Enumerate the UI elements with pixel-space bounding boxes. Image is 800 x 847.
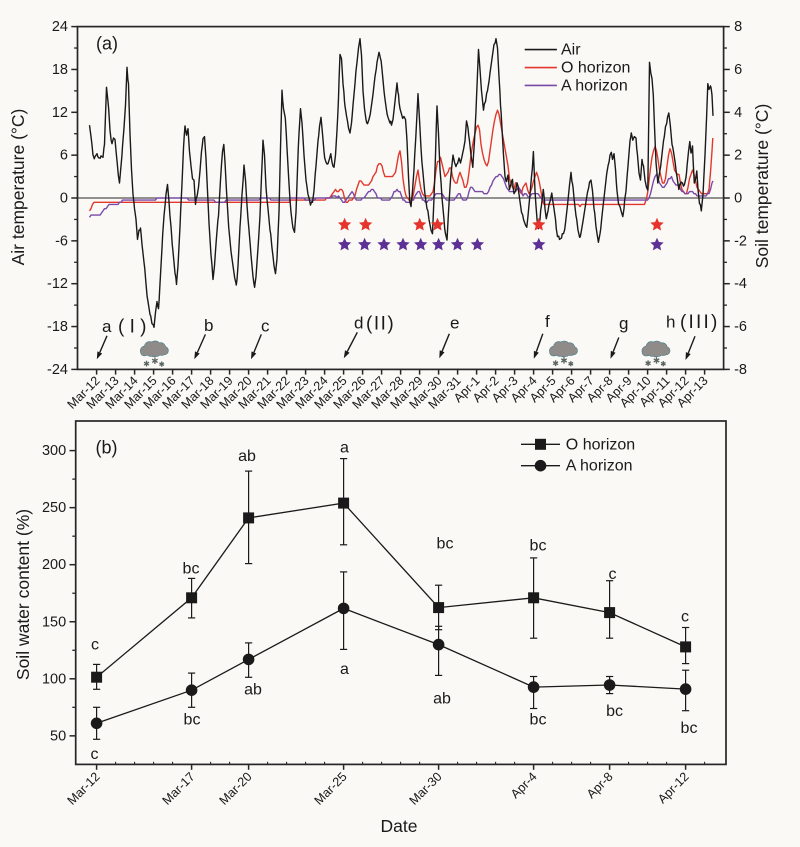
svg-text:g: g	[619, 314, 628, 333]
svg-text:f: f	[545, 312, 550, 331]
svg-text:250: 250	[42, 500, 66, 516]
svg-text:-2: -2	[734, 233, 747, 249]
svg-text:-6: -6	[55, 233, 68, 249]
svg-text:-4: -4	[734, 276, 747, 292]
svg-text:300: 300	[42, 443, 66, 459]
svg-text:-18: -18	[47, 319, 68, 335]
svg-text:100: 100	[42, 671, 66, 687]
svg-text:Date: Date	[381, 816, 418, 836]
svg-text:a: a	[102, 317, 112, 336]
svg-text:O horizon: O horizon	[566, 436, 635, 453]
svg-text:-12: -12	[47, 276, 68, 292]
svg-text:h: h	[666, 313, 675, 332]
svg-text:(a): (a)	[96, 34, 118, 54]
svg-text:( I ): ( I )	[118, 317, 147, 338]
svg-text:Air: Air	[561, 42, 581, 59]
svg-text:bc: bc	[606, 703, 623, 720]
svg-text:8: 8	[734, 19, 742, 35]
svg-text:e: e	[450, 314, 459, 333]
svg-text:Air temperature (°C): Air temperature (°C)	[8, 109, 28, 266]
svg-text:(II): (II)	[366, 314, 395, 335]
svg-text:2: 2	[734, 148, 742, 164]
svg-text:a: a	[340, 440, 349, 457]
svg-text:a: a	[340, 661, 349, 678]
svg-text:0: 0	[60, 191, 68, 207]
svg-text:c: c	[91, 637, 99, 654]
svg-text:bc: bc	[183, 561, 200, 578]
svg-text:bc: bc	[530, 538, 547, 555]
svg-text:6: 6	[734, 62, 742, 78]
svg-text:18: 18	[52, 62, 68, 78]
svg-text:24: 24	[52, 19, 68, 35]
svg-text:bc: bc	[184, 712, 201, 729]
svg-text:c: c	[91, 746, 99, 763]
svg-text:0: 0	[734, 191, 742, 207]
svg-text:c: c	[609, 566, 617, 583]
svg-text:12: 12	[52, 105, 68, 121]
svg-text:-6: -6	[734, 319, 747, 335]
svg-text:50: 50	[50, 728, 66, 744]
svg-text:b: b	[204, 316, 213, 335]
svg-text:4: 4	[734, 105, 742, 121]
svg-text:ab: ab	[244, 682, 262, 699]
svg-text:d: d	[354, 314, 363, 333]
svg-text:ab: ab	[238, 448, 256, 465]
svg-text:c: c	[681, 609, 689, 626]
svg-text:Soil water content (%): Soil water content (%)	[13, 509, 33, 680]
svg-text:bc: bc	[437, 536, 454, 553]
svg-text:6: 6	[60, 148, 68, 164]
svg-text:150: 150	[42, 614, 66, 630]
svg-text:bc: bc	[681, 720, 698, 737]
svg-text:(III): (III)	[680, 312, 720, 333]
svg-text:Soil temperature (°C): Soil temperature (°C)	[752, 104, 772, 269]
svg-text:A horizon: A horizon	[566, 458, 633, 475]
svg-text:A horizon: A horizon	[561, 77, 628, 94]
svg-text:-8: -8	[734, 362, 747, 378]
svg-text:-24: -24	[47, 362, 68, 378]
svg-text:bc: bc	[530, 712, 547, 729]
svg-text:c: c	[261, 317, 270, 336]
svg-text:(b): (b)	[96, 438, 118, 458]
svg-text:ab: ab	[433, 691, 451, 708]
svg-text:200: 200	[42, 557, 66, 573]
svg-text:O horizon: O horizon	[561, 60, 630, 77]
